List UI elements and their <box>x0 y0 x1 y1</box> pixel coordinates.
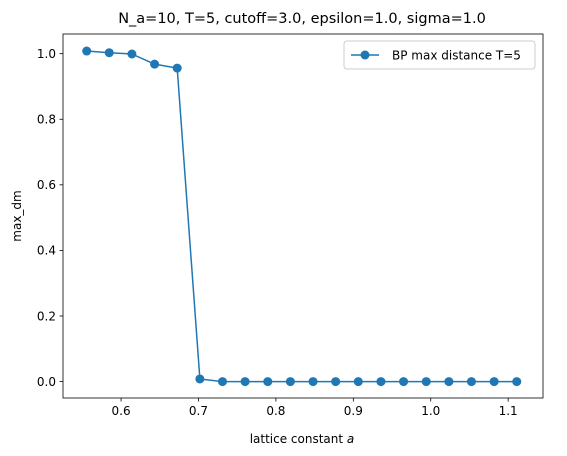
data-point <box>399 377 409 387</box>
y-tick-label: 0.6 <box>37 178 56 192</box>
legend: BP max distance T=5 <box>343 40 536 70</box>
data-point <box>240 377 250 387</box>
x-tick-label: 1.1 <box>499 404 518 418</box>
x-tick-label: 0.8 <box>266 404 285 418</box>
data-point <box>263 377 273 387</box>
plot-area <box>82 46 522 387</box>
chart-title: N_a=10, T=5, cutoff=3.0, epsilon=1.0, si… <box>118 11 486 27</box>
y-tick-label: 0.8 <box>37 113 56 127</box>
data-point <box>217 377 227 387</box>
data-point <box>444 377 454 387</box>
legend-label: BP max distance T=5 <box>392 49 521 63</box>
x-axis-label-text: lattice constant <box>250 432 347 446</box>
data-point <box>104 48 114 58</box>
y-tick-label: 0.0 <box>37 375 56 389</box>
data-point <box>421 377 431 387</box>
x-tick-label: 0.6 <box>112 404 131 418</box>
data-point <box>150 59 160 69</box>
y-axis-label: max_dm <box>10 190 24 241</box>
x-tick-label: 0.9 <box>344 404 363 418</box>
data-point <box>353 377 363 387</box>
x-axis-label-symbol: a <box>347 432 354 446</box>
data-point <box>285 377 295 387</box>
legend-marker <box>360 50 370 60</box>
axes-frame <box>62 33 544 399</box>
data-point <box>331 377 341 387</box>
x-tick-label: 1.0 <box>421 404 440 418</box>
y-tick-label: 1.0 <box>37 47 56 61</box>
data-point <box>376 377 386 387</box>
legend-box <box>343 40 536 70</box>
axis-ticks: 0.6 0.7 0.8 0.9 1.0 1.1 0.0 0.2 0.4 0.6 0.8 1.0 <box>37 47 518 418</box>
x-axis-label: lattice constant a <box>250 432 355 446</box>
data-point <box>308 377 318 387</box>
x-tick-label: 0.7 <box>189 404 208 418</box>
data-point <box>512 377 522 387</box>
y-tick-label: 0.4 <box>37 244 56 258</box>
data-point <box>127 49 137 59</box>
data-point <box>195 374 205 384</box>
y-tick-label: 0.2 <box>37 309 56 323</box>
data-point <box>489 377 499 387</box>
data-point <box>82 46 92 56</box>
data-point <box>466 377 476 387</box>
data-point <box>172 63 182 73</box>
